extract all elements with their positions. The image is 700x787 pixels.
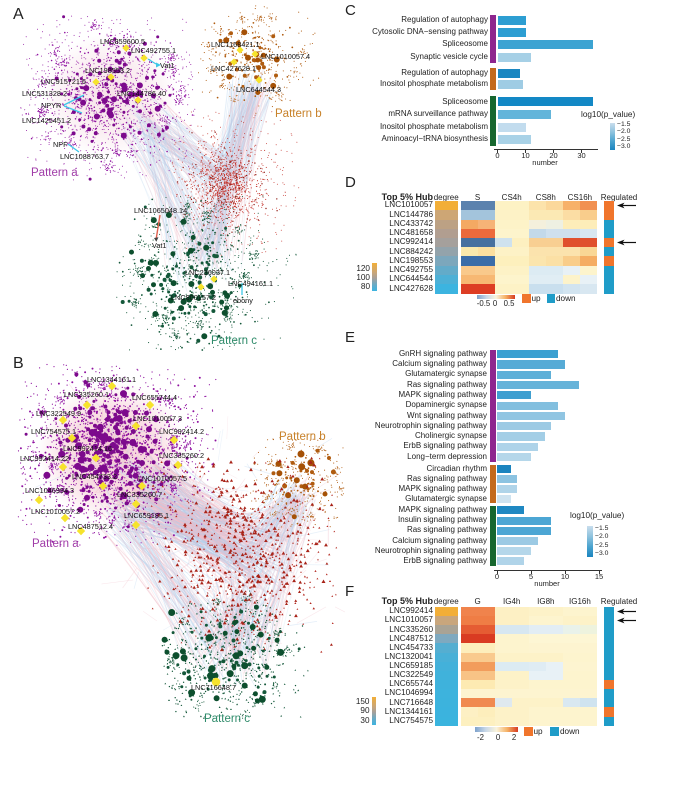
svg-text:LNC754575.1: LNC754575.1 (31, 427, 76, 436)
svg-text:LNC659185.1: LNC659185.1 (124, 511, 169, 520)
svg-text:Pattern a: Pattern a (31, 167, 78, 179)
svg-text:LNC655744.4: LNC655744.4 (132, 393, 177, 402)
svg-text:LNC1065048.14: LNC1065048.14 (134, 206, 187, 215)
svg-text:LNC1010057.2: LNC1010057.2 (31, 507, 80, 516)
svg-text:LNC992414.2: LNC992414.2 (159, 427, 204, 436)
svg-text:LNC1046994.3: LNC1046994.3 (25, 486, 74, 495)
svg-text:LNC492755.1: LNC492755.1 (131, 46, 176, 55)
svg-text:Pattern c: Pattern c (211, 335, 257, 347)
svg-text:ebony: ebony (233, 296, 253, 305)
svg-text:LNC859600.5: LNC859600.5 (100, 37, 145, 46)
svg-text:LNC800157.2: LNC800157.2 (171, 293, 216, 302)
svg-text:LNC1010057.5: LNC1010057.5 (138, 474, 187, 483)
svg-text:B: B (13, 355, 24, 372)
svg-text:Pattern c: Pattern c (204, 713, 250, 725)
svg-text:LNC1168421.1: LNC1168421.1 (211, 40, 260, 49)
svg-text:Vat1: Vat1 (152, 241, 166, 250)
svg-text:LNC144786.40: LNC144786.40 (117, 89, 166, 98)
svg-text:NPYR: NPYR (41, 101, 61, 110)
svg-text:Pattern a: Pattern a (32, 538, 79, 550)
svg-text:LNC1010057.3: LNC1010057.3 (133, 414, 182, 423)
svg-text:Vat1: Vat1 (160, 61, 174, 70)
svg-text:A: A (13, 6, 24, 23)
svg-text:LNC236037.1: LNC236037.1 (185, 268, 230, 277)
svg-text:LNC915721.6: LNC915721.6 (41, 77, 86, 86)
svg-text:LNC427628.1: LNC427628.1 (211, 64, 256, 73)
svg-text:LNC531328.2: LNC531328.2 (22, 89, 67, 98)
svg-text:LNC1010057.4: LNC1010057.4 (261, 52, 310, 61)
svg-text:LNC335260.1: LNC335260.1 (64, 390, 109, 399)
svg-text:NPF: NPF (53, 140, 68, 149)
svg-text:LNC1425451.2: LNC1425451.2 (22, 116, 71, 125)
svg-text:LNC644544.3: LNC644544.3 (236, 85, 281, 94)
svg-text:LNC992414.22: LNC992414.22 (20, 454, 69, 463)
svg-text:Pattern b: Pattern b (279, 431, 326, 443)
svg-text:LNC494161.1: LNC494161.1 (228, 279, 273, 288)
svg-text:LNC335260.2: LNC335260.2 (159, 451, 204, 460)
svg-text:LNC335260.7: LNC335260.7 (117, 490, 162, 499)
svg-text:LNC454733.2: LNC454733.2 (72, 472, 117, 481)
svg-text:LNC1344161.1: LNC1344161.1 (87, 375, 136, 384)
svg-text:LNC992414.16: LNC992414.16 (63, 444, 112, 453)
svg-text:LNC716648.7: LNC716648.7 (191, 683, 236, 692)
svg-text:LNC198553.2: LNC198553.2 (85, 66, 130, 75)
svg-text:LNC322549.9: LNC322549.9 (36, 409, 81, 418)
svg-text:Pattern b: Pattern b (275, 108, 322, 120)
svg-text:LNC487512.4: LNC487512.4 (68, 522, 113, 531)
svg-text:LNC1088763.7: LNC1088763.7 (60, 152, 109, 161)
